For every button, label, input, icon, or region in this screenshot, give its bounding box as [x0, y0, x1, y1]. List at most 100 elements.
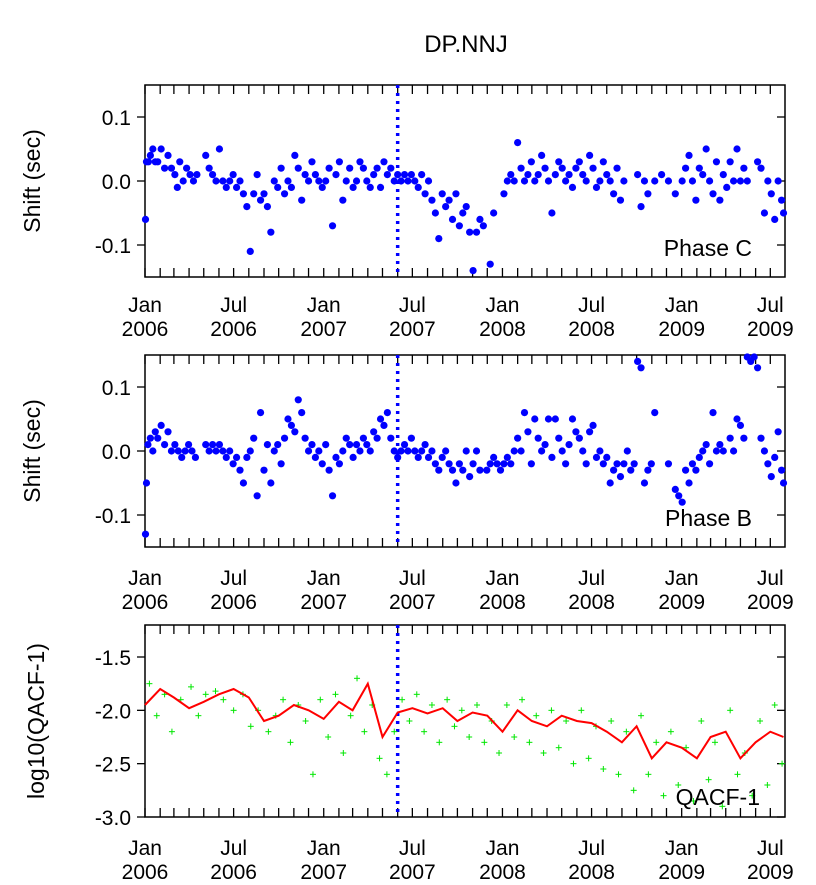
data-point — [277, 164, 285, 172]
y-axis-label: Shift (sec) — [19, 399, 45, 503]
x-tick-label-month: Jan — [307, 294, 341, 317]
data-point — [476, 215, 484, 223]
x-tick-label-month: Jul — [757, 837, 784, 860]
data-point — [373, 434, 381, 442]
data-point — [685, 151, 693, 159]
data-point — [541, 441, 549, 449]
data-point — [610, 190, 618, 198]
green-cross-point — [540, 750, 547, 756]
data-point — [411, 177, 419, 185]
data-point — [459, 466, 467, 474]
data-point — [149, 447, 157, 455]
data-point — [280, 190, 289, 198]
green-cross-point — [188, 683, 195, 690]
data-point — [640, 177, 649, 185]
data-point — [274, 441, 282, 449]
data-point — [414, 453, 422, 461]
data-point — [469, 267, 477, 275]
green-cross-point — [705, 776, 712, 783]
green-cross-point — [265, 728, 272, 735]
data-point — [184, 441, 193, 449]
x-tick-label-year: 2006 — [210, 318, 257, 341]
green-cross-point — [519, 696, 526, 703]
data-point — [534, 434, 542, 442]
data-point — [671, 190, 679, 198]
data-point — [445, 460, 453, 468]
x-tick-label-month: Jul — [399, 567, 426, 590]
data-point — [445, 196, 453, 204]
data-point — [779, 479, 788, 487]
data-point — [651, 409, 659, 417]
data-point — [370, 171, 378, 179]
data-point — [383, 171, 391, 179]
data-point — [205, 164, 213, 172]
x-tick-label-year: 2009 — [658, 861, 705, 884]
data-point — [627, 466, 635, 474]
data-point — [164, 428, 172, 436]
data-point — [141, 530, 150, 538]
data-point — [250, 434, 258, 442]
data-point — [280, 434, 289, 442]
green-cross-point — [280, 696, 287, 703]
data-point — [496, 466, 505, 474]
data-point — [373, 164, 381, 172]
green-cross-point — [317, 696, 324, 703]
green-cross-point — [413, 691, 420, 698]
data-point — [507, 460, 515, 468]
data-point — [517, 164, 525, 172]
data-point — [606, 177, 614, 185]
data-point — [558, 164, 566, 172]
data-point — [301, 171, 309, 179]
data-point — [500, 190, 508, 198]
data-point — [572, 428, 580, 436]
data-point — [397, 447, 405, 455]
x-tick-label-year: 2007 — [300, 861, 347, 884]
x-tick-label-month: Jan — [486, 294, 520, 317]
data-point — [466, 473, 474, 481]
x-tick-label-month: Jan — [128, 837, 162, 860]
qacf-annotation: QACF-1 — [676, 784, 760, 810]
data-point — [154, 158, 162, 166]
data-point — [719, 447, 727, 455]
data-point — [267, 228, 275, 236]
data-point — [760, 209, 769, 217]
data-point — [342, 434, 350, 442]
data-point — [243, 203, 251, 211]
data-point — [202, 151, 210, 159]
data-point — [702, 145, 710, 153]
data-point — [723, 183, 731, 191]
data-point — [424, 453, 433, 461]
data-point — [712, 447, 721, 455]
data-point — [287, 421, 296, 429]
data-point — [250, 190, 258, 198]
data-point — [141, 215, 150, 223]
x-tick-label-month: Jan — [486, 837, 520, 860]
data-point — [462, 203, 470, 211]
data-point — [757, 164, 765, 172]
data-point — [586, 151, 594, 159]
x-tick-label-month: Jan — [128, 567, 162, 590]
data-point — [414, 183, 422, 191]
data-point — [270, 447, 278, 455]
data-point — [716, 196, 724, 204]
data-point — [753, 158, 762, 166]
data-point — [229, 171, 237, 179]
data-point — [394, 171, 402, 179]
green-cross-point — [757, 718, 764, 724]
data-point — [757, 434, 765, 442]
green-cross-point — [667, 728, 674, 735]
data-point — [767, 190, 775, 198]
data-point — [589, 421, 597, 429]
x-tick-label-year: 2009 — [658, 591, 705, 614]
data-point — [339, 196, 347, 204]
data-point — [568, 415, 577, 423]
data-point — [222, 453, 230, 461]
data-point — [359, 434, 367, 442]
data-point — [387, 164, 395, 172]
data-point — [328, 492, 337, 500]
data-point — [431, 209, 439, 217]
x-tick-label-month: Jul — [757, 294, 784, 317]
data-point — [260, 466, 268, 474]
data-point — [664, 177, 673, 185]
data-point — [335, 460, 343, 468]
